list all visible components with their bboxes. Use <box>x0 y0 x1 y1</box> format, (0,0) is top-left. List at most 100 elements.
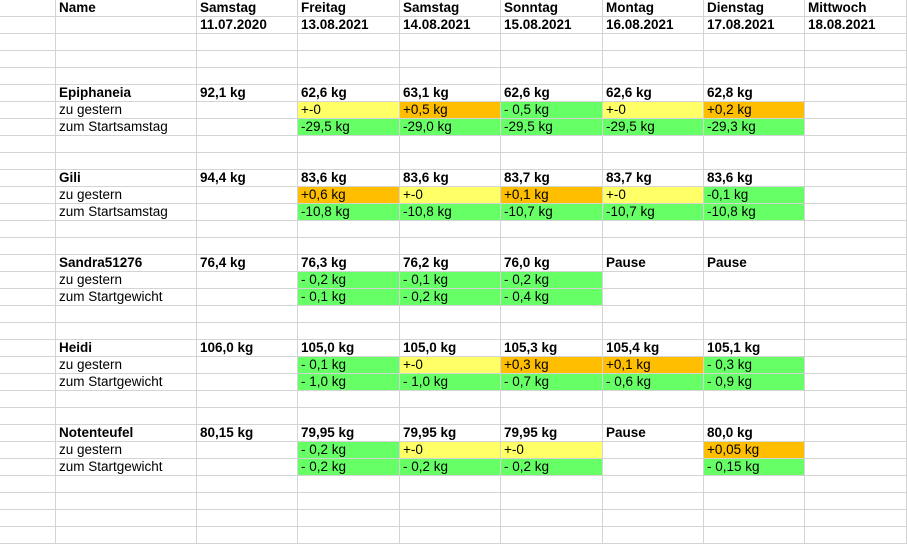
empty-cell[interactable] <box>805 510 907 527</box>
empty-cell[interactable] <box>805 408 907 425</box>
weight-value[interactable]: 76,3 kg <box>298 255 400 272</box>
diff-value[interactable]: - 0,4 kg <box>501 289 603 306</box>
empty-cell[interactable] <box>298 323 400 340</box>
weight-value[interactable]: 105,0 kg <box>400 340 501 357</box>
empty-cell[interactable] <box>704 408 805 425</box>
diff-value[interactable]: +-0 <box>400 357 501 374</box>
weight-value[interactable]: 76,2 kg <box>400 255 501 272</box>
empty-cell[interactable] <box>197 476 298 493</box>
weight-value[interactable] <box>805 425 907 442</box>
header-date[interactable]: 16.08.2021 <box>603 17 704 34</box>
header-date[interactable]: 18.08.2021 <box>805 17 907 34</box>
header-day[interactable]: Samstag <box>197 0 298 17</box>
row-label[interactable]: zu gestern <box>56 272 197 289</box>
row-label[interactable]: zum Startsamstag <box>56 119 197 136</box>
empty-cell[interactable] <box>400 68 501 85</box>
empty-cell[interactable] <box>0 323 56 340</box>
empty-cell[interactable] <box>501 408 603 425</box>
participant-name[interactable]: Gili <box>56 170 197 187</box>
empty-cell[interactable] <box>603 153 704 170</box>
diff-value[interactable]: - 0,3 kg <box>704 357 805 374</box>
diff-value[interactable] <box>603 289 704 306</box>
diff-value[interactable]: +-0 <box>400 187 501 204</box>
header-day[interactable]: Dienstag <box>704 0 805 17</box>
empty-cell[interactable] <box>298 493 400 510</box>
empty-cell[interactable] <box>400 527 501 544</box>
empty-cell[interactable] <box>704 238 805 255</box>
empty-cell[interactable] <box>704 476 805 493</box>
empty-cell[interactable] <box>56 17 197 34</box>
weight-value[interactable]: 76,0 kg <box>501 255 603 272</box>
diff-value[interactable]: +0,2 kg <box>704 102 805 119</box>
diff-value[interactable] <box>805 289 907 306</box>
empty-cell[interactable] <box>805 306 907 323</box>
empty-cell[interactable] <box>501 68 603 85</box>
empty-cell[interactable] <box>400 323 501 340</box>
empty-cell[interactable] <box>197 34 298 51</box>
empty-cell[interactable] <box>0 459 56 476</box>
empty-cell[interactable] <box>704 51 805 68</box>
diff-value[interactable] <box>197 289 298 306</box>
diff-value[interactable] <box>197 272 298 289</box>
empty-cell[interactable] <box>56 153 197 170</box>
empty-cell[interactable] <box>400 391 501 408</box>
empty-cell[interactable] <box>197 323 298 340</box>
weight-value[interactable]: 79,95 kg <box>501 425 603 442</box>
diff-value[interactable]: - 0,1 kg <box>298 289 400 306</box>
weight-value[interactable]: 80,0 kg <box>704 425 805 442</box>
diff-value[interactable] <box>197 374 298 391</box>
empty-cell[interactable] <box>501 238 603 255</box>
weight-value[interactable]: 105,0 kg <box>298 340 400 357</box>
weight-value[interactable]: 79,95 kg <box>400 425 501 442</box>
empty-cell[interactable] <box>56 323 197 340</box>
diff-value[interactable]: +-0 <box>298 102 400 119</box>
diff-value[interactable]: - 0,2 kg <box>298 272 400 289</box>
empty-cell[interactable] <box>805 136 907 153</box>
empty-cell[interactable] <box>704 221 805 238</box>
diff-value[interactable]: - 0,2 kg <box>400 289 501 306</box>
empty-cell[interactable] <box>0 306 56 323</box>
empty-cell[interactable] <box>603 527 704 544</box>
diff-value[interactable]: - 0,1 kg <box>298 357 400 374</box>
empty-cell[interactable] <box>603 51 704 68</box>
empty-cell[interactable] <box>197 306 298 323</box>
weight-value[interactable] <box>805 170 907 187</box>
weight-value[interactable] <box>805 340 907 357</box>
participant-name[interactable]: Notenteufel <box>56 425 197 442</box>
empty-cell[interactable] <box>0 493 56 510</box>
empty-cell[interactable] <box>704 306 805 323</box>
empty-cell[interactable] <box>0 425 56 442</box>
diff-value[interactable] <box>197 102 298 119</box>
diff-value[interactable] <box>805 102 907 119</box>
empty-cell[interactable] <box>805 527 907 544</box>
weight-value[interactable]: 105,3 kg <box>501 340 603 357</box>
empty-cell[interactable] <box>0 170 56 187</box>
empty-cell[interactable] <box>400 153 501 170</box>
weight-value[interactable]: Pause <box>704 255 805 272</box>
row-label[interactable]: zu gestern <box>56 102 197 119</box>
diff-value[interactable]: - 0,15 kg <box>704 459 805 476</box>
empty-cell[interactable] <box>197 68 298 85</box>
header-name[interactable]: Name <box>56 0 197 17</box>
diff-value[interactable]: +0,6 kg <box>298 187 400 204</box>
empty-cell[interactable] <box>197 391 298 408</box>
diff-value[interactable]: -29,3 kg <box>704 119 805 136</box>
empty-cell[interactable] <box>197 51 298 68</box>
empty-cell[interactable] <box>0 136 56 153</box>
weight-value[interactable]: 62,6 kg <box>501 85 603 102</box>
empty-cell[interactable] <box>298 306 400 323</box>
empty-cell[interactable] <box>298 221 400 238</box>
empty-cell[interactable] <box>501 323 603 340</box>
empty-cell[interactable] <box>400 221 501 238</box>
empty-cell[interactable] <box>56 493 197 510</box>
empty-cell[interactable] <box>0 289 56 306</box>
empty-cell[interactable] <box>197 238 298 255</box>
empty-cell[interactable] <box>805 493 907 510</box>
diff-value[interactable]: -29,0 kg <box>400 119 501 136</box>
empty-cell[interactable] <box>0 238 56 255</box>
diff-value[interactable]: -29,5 kg <box>603 119 704 136</box>
empty-cell[interactable] <box>501 391 603 408</box>
empty-cell[interactable] <box>704 136 805 153</box>
empty-cell[interactable] <box>197 408 298 425</box>
empty-cell[interactable] <box>603 306 704 323</box>
